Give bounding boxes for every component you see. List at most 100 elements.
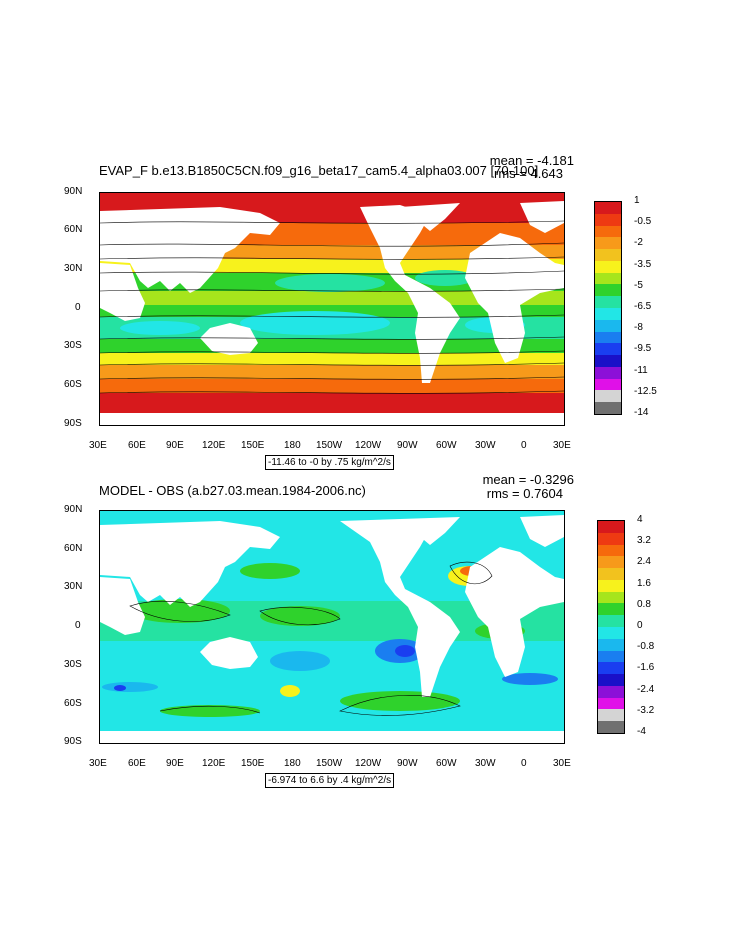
colorbar-swatch [595,390,621,403]
panel2-lon-label: 60E [128,758,146,769]
panel1-lon-label: 0 [521,440,527,451]
colorbar-swatch [595,272,621,285]
panel2-mean: mean = -0.3296 [482,472,574,487]
panel2-map [99,510,565,744]
colorbar-label: 4 [637,514,643,525]
panel1-lon-label: 180 [284,440,301,451]
colorbar-swatch [598,685,624,699]
colorbar-swatch [595,355,621,368]
panel2-lon-label: 150W [316,758,343,769]
panel1-map [99,192,565,426]
panel1-lat-label: 90N [64,186,83,197]
colorbar-label: 1.6 [637,577,651,589]
panel1-lon-label: 90W [397,440,418,451]
colorbar-swatch [598,521,624,534]
panel1-lon-label: 30W [475,440,496,451]
panel2-lon-label: 30E [553,758,571,769]
panel2-lat-label: 30N [64,581,83,592]
panel1-map-svg [100,193,564,425]
panel2-contour-info: -6.974 to 6.6 by .4 kg/m^2/s [265,773,395,788]
colorbar-swatch [595,260,621,274]
panel2-lon-label: 120E [202,758,226,769]
colorbar-label: 2.4 [637,556,651,568]
colorbar-swatch [595,366,621,380]
panel2-rms: rms = 0.7604 [486,486,563,501]
colorbar-swatch [595,213,621,227]
colorbar-swatch [598,579,624,593]
colorbar-swatch [598,674,624,687]
panel2-colorbar [597,520,625,734]
panel1-lon-label: 120W [355,440,382,451]
colorbar-swatch [595,202,621,215]
colorbar-swatch [595,237,621,250]
colorbar-label: -11 [634,364,648,376]
colorbar-label: -4 [637,726,646,737]
panel2-lon-label: 0 [521,758,527,769]
panel1-lat-label: 90S [64,418,82,429]
panel1-lat-label: 30N [64,263,83,274]
colorbar-label: -12.5 [634,385,657,397]
colorbar-swatch [595,331,621,344]
panel1-lat-label: 60S [64,379,82,390]
colorbar-label: 1 [634,195,640,206]
panel1-colorbar [594,201,622,415]
panel2-lat-label: 0 [75,620,81,631]
panel2-lat-label: 90S [64,736,82,747]
panel2-lon-label: 90W [397,758,418,769]
colorbar-swatch [595,378,621,391]
panel1-lon-label: 30E [89,440,107,451]
colorbar-swatch [595,225,621,238]
colorbar-label: -2.4 [637,683,655,695]
colorbar-label: -9.5 [634,343,652,355]
colorbar-swatch [595,343,621,356]
panel1-lon-label: 30E [553,440,571,451]
panel2-title: MODEL - OBS (a.b27.03.mean.1984-2006.nc) [99,483,366,498]
panel2-lon-label: 30W [475,758,496,769]
colorbar-swatch [598,591,624,604]
colorbar-swatch [595,402,621,415]
colorbar-label: -5 [634,279,643,291]
colorbar-label: 0 [637,620,643,631]
colorbar-swatch [598,627,624,640]
panel2-lat-label: 90N [64,504,83,515]
colorbar-label: -3.2 [637,704,655,716]
panel1-lon-label: 60E [128,440,146,451]
panel2-lon-label: 60W [436,758,457,769]
colorbar-swatch [598,544,624,557]
colorbar-label: -2 [634,237,643,249]
colorbar-swatch [598,650,624,663]
colorbar-label: -0.8 [637,641,655,653]
colorbar-label: -0.5 [634,216,652,228]
panel1-lon-label: 60W [436,440,457,451]
panel2-lat-label: 60S [64,698,82,709]
panel1-title: EVAP_F b.e13.B1850C5CN.f09_g16_beta17_ca… [99,163,539,178]
colorbar-swatch [595,308,621,321]
colorbar-label: -3.5 [634,258,652,270]
panel2-lat-label: 60N [64,543,83,554]
panel2-lon-label: 90E [166,758,184,769]
colorbar-label: -14 [634,407,649,418]
panel1-lon-label: 150W [316,440,343,451]
panel2-lon-label: 150E [241,758,265,769]
panel2-lon-label: 30E [89,758,107,769]
colorbar-swatch [598,721,624,734]
colorbar-swatch [598,709,624,722]
colorbar-swatch [598,532,624,546]
colorbar-swatch [598,603,624,616]
colorbar-label: -6.5 [634,301,652,312]
panel1-lat-label: 60N [64,224,83,235]
panel2-map-svg [100,511,564,743]
panel2-lat-label: 30S [64,659,82,670]
panel2-lon-label: 180 [284,758,301,769]
panel1-lon-label: 150E [241,440,265,451]
panel1-lon-label: 90E [166,440,184,451]
panel1-lat-label: 0 [75,302,81,313]
colorbar-label: -8 [634,322,643,334]
colorbar-swatch [598,697,624,710]
colorbar-swatch [595,296,621,309]
colorbar-swatch [595,249,621,262]
colorbar-label: -1.6 [637,662,655,674]
panel1-rms: rms = 4.643 [493,166,563,181]
colorbar-swatch [595,319,621,333]
